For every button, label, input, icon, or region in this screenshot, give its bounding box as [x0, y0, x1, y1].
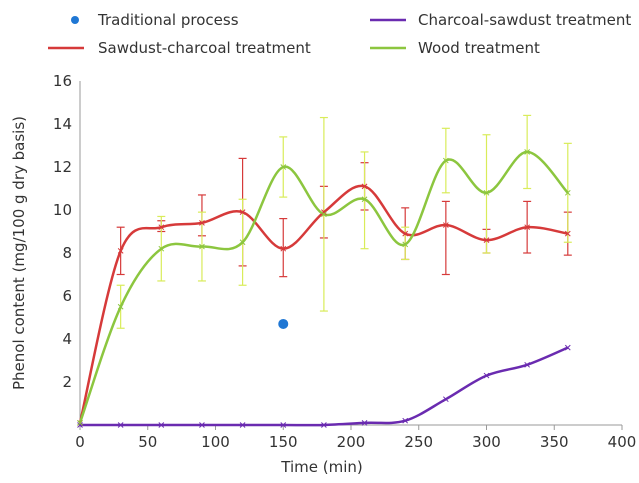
x-tick-label: 300: [472, 433, 501, 451]
point-sawdust-charcoal-treatment: [402, 230, 409, 237]
point-charcoal-sawdust-treatment: [524, 361, 531, 368]
legend-marker-traditional: [71, 16, 79, 24]
point-charcoal-sawdust-treatment: [199, 422, 205, 428]
x-tick-label: 50: [138, 433, 157, 451]
point-sawdust-charcoal-treatment: [564, 230, 571, 237]
point-wood-treatment: [564, 189, 571, 196]
y-tick-label: 14: [53, 115, 72, 133]
legend-label-traditional: Traditional process: [97, 11, 239, 29]
point-sawdust-charcoal-treatment: [280, 245, 287, 252]
point-traditional-process: [278, 318, 289, 329]
point-sawdust-charcoal-treatment: [321, 209, 327, 216]
x-tick-labels: 0 50 100 150 200 250 300 350 400: [75, 425, 636, 451]
point-charcoal-sawdust-treatment: [239, 422, 246, 428]
point-wood-treatment: [483, 189, 490, 196]
y-tick-label: 10: [53, 201, 72, 219]
legend-label-charcoal-sawdust: Charcoal-sawdust treatment: [418, 11, 631, 29]
point-charcoal-sawdust-treatment: [321, 422, 327, 428]
x-tick-label: 350: [540, 433, 569, 451]
x-tick-label: 250: [404, 433, 433, 451]
line-sawdust-charcoal-treatment: [78, 184, 569, 424]
point-wood-treatment: [524, 149, 531, 155]
x-axis-title: Time (min): [280, 458, 362, 476]
x-tick-label: 400: [608, 433, 637, 451]
point-sawdust-charcoal-treatment: [361, 183, 368, 190]
point-wood-treatment: [321, 211, 327, 218]
point-wood-treatment: [77, 419, 83, 426]
point-wood-treatment: [442, 157, 449, 164]
error-bars: [116, 114, 572, 329]
y-tick-label: 4: [62, 330, 72, 348]
point-sawdust-charcoal-treatment: [158, 224, 165, 231]
y-tick-label: 16: [53, 72, 72, 90]
point-wood-treatment: [199, 243, 205, 250]
point-wood-treatment: [158, 245, 165, 252]
y-tick-label: 6: [62, 287, 72, 305]
point-wood-treatment: [361, 196, 368, 203]
series-points: [77, 149, 571, 428]
point-sawdust-charcoal-treatment: [442, 222, 449, 228]
point-charcoal-sawdust-treatment: [77, 422, 83, 428]
point-sawdust-charcoal-treatment: [483, 237, 490, 243]
point-charcoal-sawdust-treatment: [361, 419, 368, 426]
y-tick-label: 12: [53, 158, 72, 176]
legend-label-wood: Wood treatment: [418, 39, 540, 57]
line-charcoal-sawdust-treatment: [79, 346, 569, 427]
point-charcoal-sawdust-treatment: [402, 417, 409, 424]
point-wood-treatment: [239, 239, 246, 246]
legend: Traditional process Charcoal-sawdust tre…: [48, 11, 631, 57]
point-sawdust-charcoal-treatment: [117, 247, 124, 254]
point-sawdust-charcoal-treatment: [199, 220, 205, 226]
point-charcoal-sawdust-treatment: [483, 372, 490, 379]
point-wood-treatment: [280, 164, 287, 170]
x-tick-label: 100: [201, 433, 230, 451]
point-sawdust-charcoal-treatment: [524, 224, 531, 231]
y-tick-label: 2: [62, 373, 72, 391]
x-tick-label: 0: [75, 433, 85, 451]
point-charcoal-sawdust-treatment: [117, 422, 124, 428]
y-tick-label: 8: [62, 244, 72, 262]
x-tick-label: 150: [269, 433, 298, 451]
point-charcoal-sawdust-treatment: [442, 396, 449, 403]
point-charcoal-sawdust-treatment: [564, 344, 571, 351]
y-tick-labels: 2 4 6 8 10 12 14 16: [53, 72, 72, 391]
point-wood-treatment: [402, 241, 409, 248]
x-tick-label: 200: [337, 433, 366, 451]
point-charcoal-sawdust-treatment: [158, 422, 165, 428]
y-axis-title: Phenol content (mg/100 g dry basis): [10, 116, 28, 390]
point-charcoal-sawdust-treatment: [280, 422, 287, 428]
point-wood-treatment: [117, 303, 124, 310]
legend-label-sawdust-charcoal: Sawdust-charcoal treatment: [98, 39, 311, 57]
point-sawdust-charcoal-treatment: [239, 209, 246, 216]
